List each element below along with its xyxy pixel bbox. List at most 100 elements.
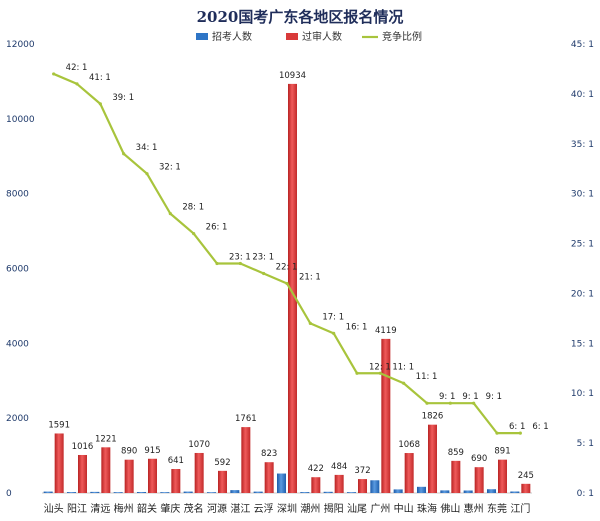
bar-recruit bbox=[463, 490, 473, 493]
x-tick-label: 揭阳 bbox=[324, 502, 344, 515]
x-tick-label: 汕头 bbox=[44, 503, 64, 515]
bar-value-label: 484 bbox=[331, 462, 347, 472]
bar-applied bbox=[78, 454, 87, 493]
y2-tick-label: 40: 1 bbox=[571, 90, 594, 100]
ratio-label: 28: 1 bbox=[182, 203, 204, 213]
x-tick-label: 茂名 bbox=[184, 502, 204, 515]
bar-value-label: 1016 bbox=[72, 442, 94, 452]
y2-tick-label: 15: 1 bbox=[571, 339, 594, 349]
ratio-line bbox=[52, 72, 522, 435]
ratio-label: 26: 1 bbox=[206, 223, 228, 233]
bar-recruit bbox=[510, 491, 520, 493]
bar-recruit bbox=[417, 486, 426, 493]
ratio-label: 41: 1 bbox=[89, 73, 111, 83]
ratio-label: 6: 1 bbox=[532, 422, 548, 432]
bar-value-label: 915 bbox=[144, 446, 160, 456]
legend-label: 招考人数 bbox=[212, 30, 252, 43]
bar-applied bbox=[54, 433, 64, 493]
bar-applied bbox=[194, 452, 204, 493]
ratio-label: 39: 1 bbox=[112, 93, 134, 103]
bar-recruit bbox=[183, 491, 193, 493]
legend-swatch bbox=[286, 33, 298, 40]
x-tick-label: 云浮 bbox=[254, 503, 274, 515]
bar-applied bbox=[264, 462, 274, 493]
bar-value-label: 592 bbox=[214, 458, 230, 468]
ratio-point bbox=[168, 212, 172, 216]
bar-applied bbox=[311, 477, 321, 493]
bar-recruit bbox=[300, 492, 310, 493]
x-tick-label: 湛江 bbox=[230, 503, 250, 515]
x-tick-label: 韶关 bbox=[137, 502, 157, 515]
ratio-point bbox=[75, 82, 79, 86]
bar-applied bbox=[521, 483, 531, 493]
bar-applied bbox=[428, 424, 437, 493]
bar-applied bbox=[381, 338, 391, 493]
ratio-label: 9: 1 bbox=[486, 392, 502, 402]
x-tick-label: 江门 bbox=[510, 502, 530, 515]
bar-recruit bbox=[323, 491, 333, 493]
bar-applied bbox=[218, 470, 227, 493]
bar-value-label: 1221 bbox=[95, 434, 117, 444]
axes: 0 2000 4000 6000 8000 10000 12000 0: 1 5: 1 10: 1… bbox=[6, 40, 594, 515]
bar-value-label: 422 bbox=[308, 464, 324, 474]
y-tick-label: 0 bbox=[6, 489, 12, 499]
bar-recruit bbox=[137, 491, 146, 493]
bar-value-label: 891 bbox=[494, 447, 510, 457]
ratio-point bbox=[472, 401, 476, 405]
x-tick-label: 广州 bbox=[370, 503, 390, 515]
ratio-point bbox=[355, 371, 359, 375]
ratio-point bbox=[448, 401, 452, 405]
x-tick-label: 惠州 bbox=[464, 502, 484, 515]
x-tick-label: 佛山 bbox=[440, 502, 460, 515]
legend: 招考人数 过审人数 竞争比例 bbox=[196, 30, 422, 43]
ratio-label: 11: 1 bbox=[392, 362, 414, 372]
ratio-label: 6: 1 bbox=[509, 422, 525, 432]
x-tick-label: 深圳 bbox=[277, 503, 297, 515]
bar-recruit bbox=[230, 490, 240, 493]
x-tick-label: 珠海 bbox=[417, 502, 437, 515]
legend-swatch bbox=[196, 33, 208, 40]
bar-value-label: 4119 bbox=[375, 326, 397, 336]
bar-recruit bbox=[487, 489, 496, 493]
ratio-point bbox=[378, 371, 382, 375]
bar-applied bbox=[498, 459, 507, 493]
x-tick-label: 清远 bbox=[90, 502, 110, 515]
bar-applied bbox=[358, 479, 367, 493]
ratio-point bbox=[122, 152, 126, 156]
bar-recruit bbox=[393, 489, 403, 493]
y-tick-label: 10000 bbox=[6, 115, 35, 125]
bar-recruit bbox=[440, 490, 450, 493]
y2-tick-label: 10: 1 bbox=[571, 389, 594, 399]
x-tick-label: 中山 bbox=[394, 502, 414, 515]
bar-applied bbox=[101, 447, 111, 493]
ratio-point bbox=[262, 271, 266, 276]
bar-applied bbox=[171, 469, 181, 493]
bars bbox=[43, 83, 531, 493]
y2-tick-label: 35: 1 bbox=[571, 140, 594, 150]
ratio-label: 9: 1 bbox=[439, 392, 455, 402]
ratio-label: 12: 1 bbox=[369, 362, 391, 372]
y2-tick-label: 30: 1 bbox=[571, 190, 594, 200]
x-tick-label: 潮州 bbox=[300, 502, 320, 515]
x-tick-label: 梅州 bbox=[114, 502, 134, 515]
x-tick-label: 阳江 bbox=[67, 503, 87, 515]
bar-applied bbox=[404, 453, 414, 493]
ratio-line-path bbox=[53, 72, 521, 435]
bar-applied bbox=[288, 83, 297, 493]
y2-tick-label: 45: 1 bbox=[571, 40, 594, 50]
ratio-point bbox=[402, 381, 406, 385]
y2-tick-label: 25: 1 bbox=[571, 240, 594, 250]
bar-applied bbox=[451, 460, 461, 493]
bar-value-label: 10934 bbox=[279, 71, 306, 81]
bar-value-label: 372 bbox=[354, 466, 370, 476]
bar-value-label: 823 bbox=[261, 449, 277, 459]
bar-value-label: 1070 bbox=[188, 440, 210, 450]
bar-value-label: 245 bbox=[518, 471, 534, 481]
bar-value-label: 1068 bbox=[398, 440, 420, 450]
x-tick-label: 东莞 bbox=[487, 502, 507, 515]
bar-recruit bbox=[370, 480, 380, 493]
bar-value-label: 1591 bbox=[48, 420, 70, 430]
ratio-point bbox=[145, 172, 149, 176]
chart-title: 2020国考广东各地区报名情况 bbox=[197, 8, 404, 26]
